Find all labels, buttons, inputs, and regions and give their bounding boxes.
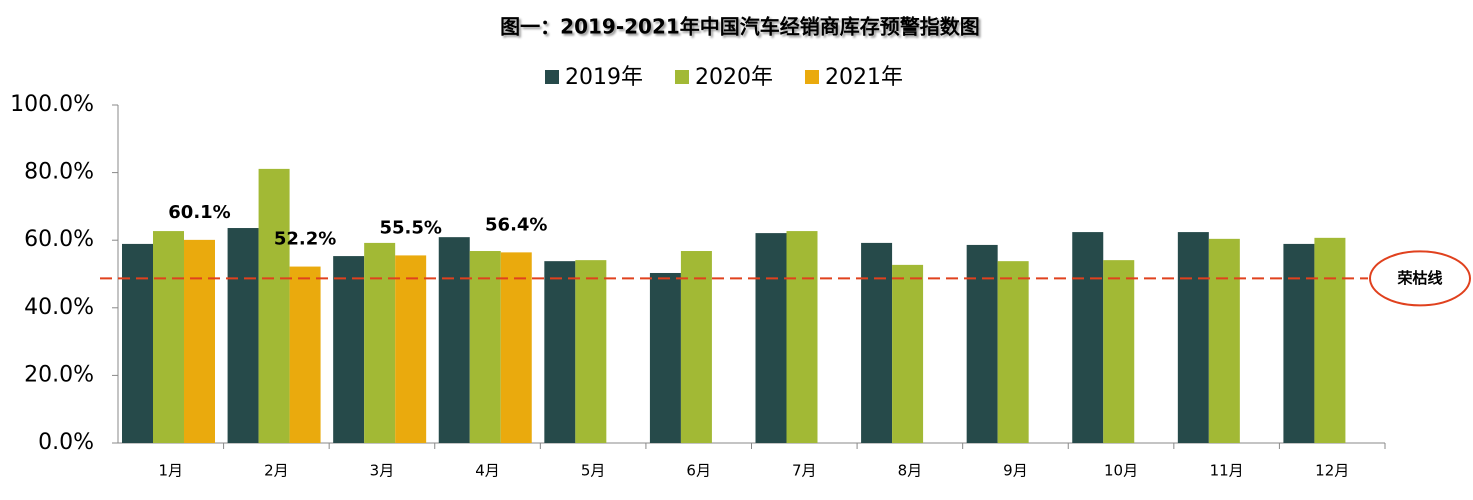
bar — [966, 244, 998, 443]
x-tick-label: 9月 — [1003, 462, 1028, 480]
bar — [1072, 232, 1104, 443]
bar — [184, 239, 215, 443]
legend-label: 2019年 — [565, 65, 643, 90]
bar — [892, 264, 924, 443]
x-tick-label: 11月 — [1210, 462, 1244, 480]
x-tick-label: 4月 — [475, 462, 500, 480]
y-tick-label: 0.0% — [38, 430, 94, 455]
bar — [364, 242, 396, 443]
bar — [438, 237, 470, 443]
bar — [786, 231, 818, 443]
bar — [575, 260, 607, 443]
reference-label: 荣枯线 — [1396, 269, 1442, 287]
legend-swatch — [805, 70, 819, 84]
bar — [997, 261, 1029, 443]
legend-label: 2020年 — [695, 65, 773, 90]
x-tick-label: 1月 — [159, 462, 184, 480]
legend-label: 2021年 — [825, 65, 903, 90]
bar — [122, 243, 153, 443]
y-tick-label: 100.0% — [10, 92, 94, 117]
value-label: 55.5% — [379, 217, 441, 238]
bar — [469, 251, 501, 443]
chart-title: 图一：2019-2021年中国汽车经销商库存预警指数图 — [500, 15, 980, 39]
bar — [544, 261, 576, 443]
y-tick-label: 80.0% — [24, 160, 94, 185]
y-tick-label: 60.0% — [24, 227, 94, 252]
y-tick-label: 40.0% — [24, 295, 94, 320]
reference-circle — [1369, 250, 1471, 307]
x-tick-label: 2月 — [264, 462, 289, 480]
value-label: 52.2% — [274, 229, 336, 250]
value-label: 60.1% — [168, 202, 230, 223]
x-tick-label: 12月 — [1315, 462, 1349, 480]
bar — [289, 266, 321, 443]
x-tick-label: 10月 — [1104, 462, 1138, 480]
bar — [1177, 232, 1209, 443]
value-label: 56.4% — [485, 214, 547, 235]
x-tick-label: 7月 — [792, 462, 817, 480]
bar — [861, 242, 893, 443]
x-tick-label: 5月 — [581, 462, 606, 480]
y-tick-label: 20.0% — [24, 362, 94, 387]
bar — [500, 252, 532, 443]
x-tick-label: 8月 — [898, 462, 923, 480]
bar — [153, 231, 184, 443]
bar — [395, 255, 427, 443]
bar — [227, 228, 259, 443]
x-tick-label: 3月 — [370, 462, 395, 480]
bar — [649, 272, 681, 443]
bar — [680, 251, 712, 443]
bar — [755, 233, 787, 443]
bar — [1283, 243, 1315, 443]
x-tick-label: 6月 — [686, 462, 711, 480]
legend-swatch — [545, 70, 559, 84]
legend-swatch — [675, 70, 689, 84]
bar — [333, 256, 365, 443]
bar — [1314, 237, 1346, 443]
bar — [258, 168, 290, 443]
bar — [1103, 260, 1135, 443]
bar — [1208, 238, 1240, 443]
